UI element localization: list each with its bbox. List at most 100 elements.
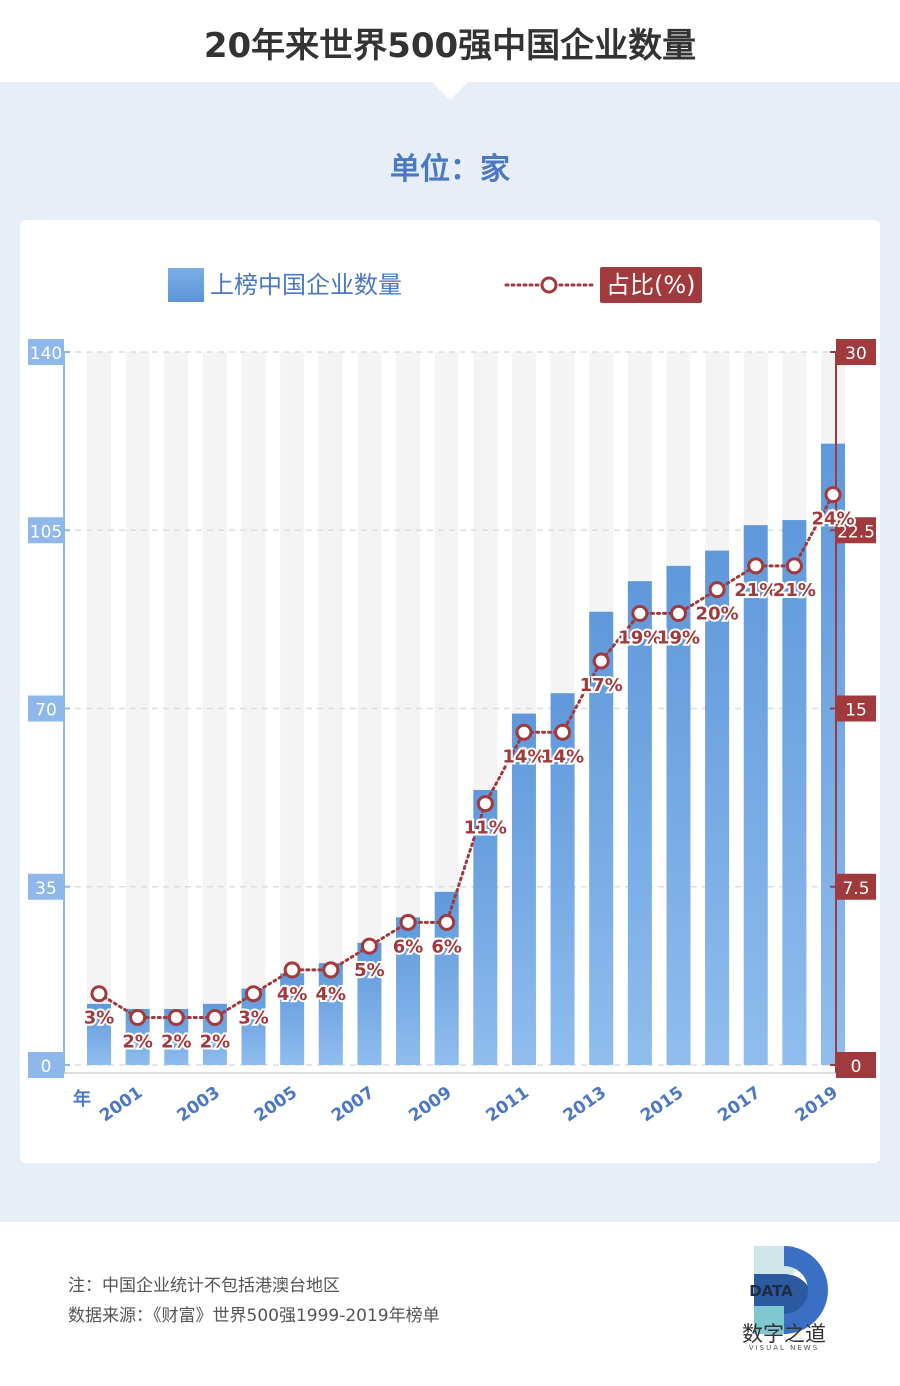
bar xyxy=(550,693,575,1065)
bar xyxy=(473,789,498,1065)
share-point-label: 21% xyxy=(773,580,816,601)
share-point-label: 20% xyxy=(696,604,739,625)
share-point xyxy=(669,604,687,622)
logo-name: 数字之道 xyxy=(742,1322,826,1346)
share-point xyxy=(554,723,572,741)
right-tick-label: 7.5 xyxy=(842,879,869,899)
share-point xyxy=(360,937,378,955)
bar xyxy=(511,713,536,1065)
right-tick-box xyxy=(836,517,876,544)
footer-note: 注：中国企业统计不包括港澳台地区 xyxy=(68,1276,340,1296)
share-point-label: 24% xyxy=(811,509,854,530)
share-point-label: 21% xyxy=(734,580,777,601)
share-point-label: 2% xyxy=(122,1031,153,1052)
right-tick-box xyxy=(836,695,876,722)
share-point-label: 3% xyxy=(84,1008,115,1029)
x-tick-label: 2009 xyxy=(405,1083,455,1127)
share-point-label: 3% xyxy=(238,1008,269,1029)
share-point-label: 17% xyxy=(580,675,623,696)
share-point-label: 19% xyxy=(618,627,661,648)
share-point xyxy=(515,723,533,741)
share-point xyxy=(129,1008,147,1026)
left-tick-box xyxy=(28,1052,64,1078)
logo-mark: DATA xyxy=(749,1282,793,1300)
share-point-label: 2% xyxy=(200,1031,231,1052)
page-title: 20年来世界500强中国企业数量 xyxy=(203,26,697,66)
x-tick-label: 2007 xyxy=(328,1083,378,1127)
x-tick-label: 2019 xyxy=(792,1083,842,1127)
bar xyxy=(241,988,266,1065)
share-point xyxy=(747,557,765,575)
share-point-label: 6% xyxy=(393,936,424,957)
bar xyxy=(357,942,382,1065)
share-point-label: 4% xyxy=(316,984,347,1005)
share-point xyxy=(438,913,456,931)
share-point xyxy=(283,961,301,979)
left-tick-label: 70 xyxy=(35,701,57,721)
share-point xyxy=(206,1008,224,1026)
x-tick-label: 2017 xyxy=(714,1083,764,1127)
x-tick-label: 2005 xyxy=(251,1083,301,1127)
footer-source: 数据来源：《财富》世界500强1999-2019年榜单 xyxy=(68,1306,440,1326)
x-tick-label: 2003 xyxy=(174,1083,224,1127)
x-tick-label: 2011 xyxy=(483,1083,533,1127)
bar xyxy=(589,611,614,1065)
legend-line-marker xyxy=(504,276,594,294)
logo-subtitle: VISUAL NEWS xyxy=(748,1344,820,1352)
share-point xyxy=(785,557,803,575)
share-point xyxy=(631,604,649,622)
share-point xyxy=(824,486,842,504)
left-tick-box xyxy=(28,517,64,544)
left-tick-box xyxy=(28,695,64,722)
data-logo-icon: DATA xyxy=(749,1246,828,1334)
share-point-label: 6% xyxy=(431,936,462,957)
legend-line-label: 占比(%) xyxy=(600,267,702,303)
left-tick-label: 35 xyxy=(35,879,57,899)
share-point-label: 2% xyxy=(161,1031,192,1052)
bar xyxy=(396,917,421,1065)
bar xyxy=(782,520,807,1065)
x-axis-title: 年 xyxy=(73,1088,91,1110)
share-point-label: 19% xyxy=(657,627,700,648)
share-point-label: 14% xyxy=(541,746,584,767)
share-point-label: 5% xyxy=(354,960,385,981)
right-tick-box xyxy=(836,873,876,900)
share-point-label: 11% xyxy=(464,818,507,839)
share-point-label: 14% xyxy=(502,746,545,767)
left-tick-label: 0 xyxy=(41,1057,52,1077)
left-tick-label: 140 xyxy=(30,344,62,364)
share-point xyxy=(592,652,610,670)
left-tick-box xyxy=(28,339,64,365)
bar xyxy=(87,1003,111,1065)
share-point xyxy=(167,1008,185,1026)
right-tick-box xyxy=(836,339,876,365)
share-point xyxy=(708,581,726,599)
legend-bar-label: 上榜中国企业数量 xyxy=(210,271,402,299)
bar xyxy=(705,550,730,1065)
right-tick-label: 0 xyxy=(851,1057,862,1077)
x-tick-label: 2015 xyxy=(637,1083,687,1127)
share-point xyxy=(399,913,417,931)
header-notch xyxy=(432,82,468,100)
bar xyxy=(627,581,652,1065)
right-tick-label: 22.5 xyxy=(837,522,875,542)
left-tick-box xyxy=(28,873,64,900)
left-tick-label: 105 xyxy=(30,522,62,542)
bar xyxy=(821,443,845,1066)
x-tick-label: 2001 xyxy=(96,1083,146,1127)
right-tick-label: 15 xyxy=(845,701,867,721)
bar xyxy=(743,525,768,1065)
share-point xyxy=(476,795,494,813)
share-point-label: 4% xyxy=(277,984,308,1005)
share-point xyxy=(322,961,340,979)
bar xyxy=(280,973,305,1065)
unit-label: 单位：家 xyxy=(390,152,510,187)
legend-bar-swatch xyxy=(168,268,204,302)
header-band xyxy=(0,0,900,82)
right-tick-box xyxy=(836,1052,876,1078)
share-point xyxy=(90,985,108,1003)
bar xyxy=(666,565,691,1065)
right-tick-label: 30 xyxy=(845,344,867,364)
bar xyxy=(318,963,343,1065)
